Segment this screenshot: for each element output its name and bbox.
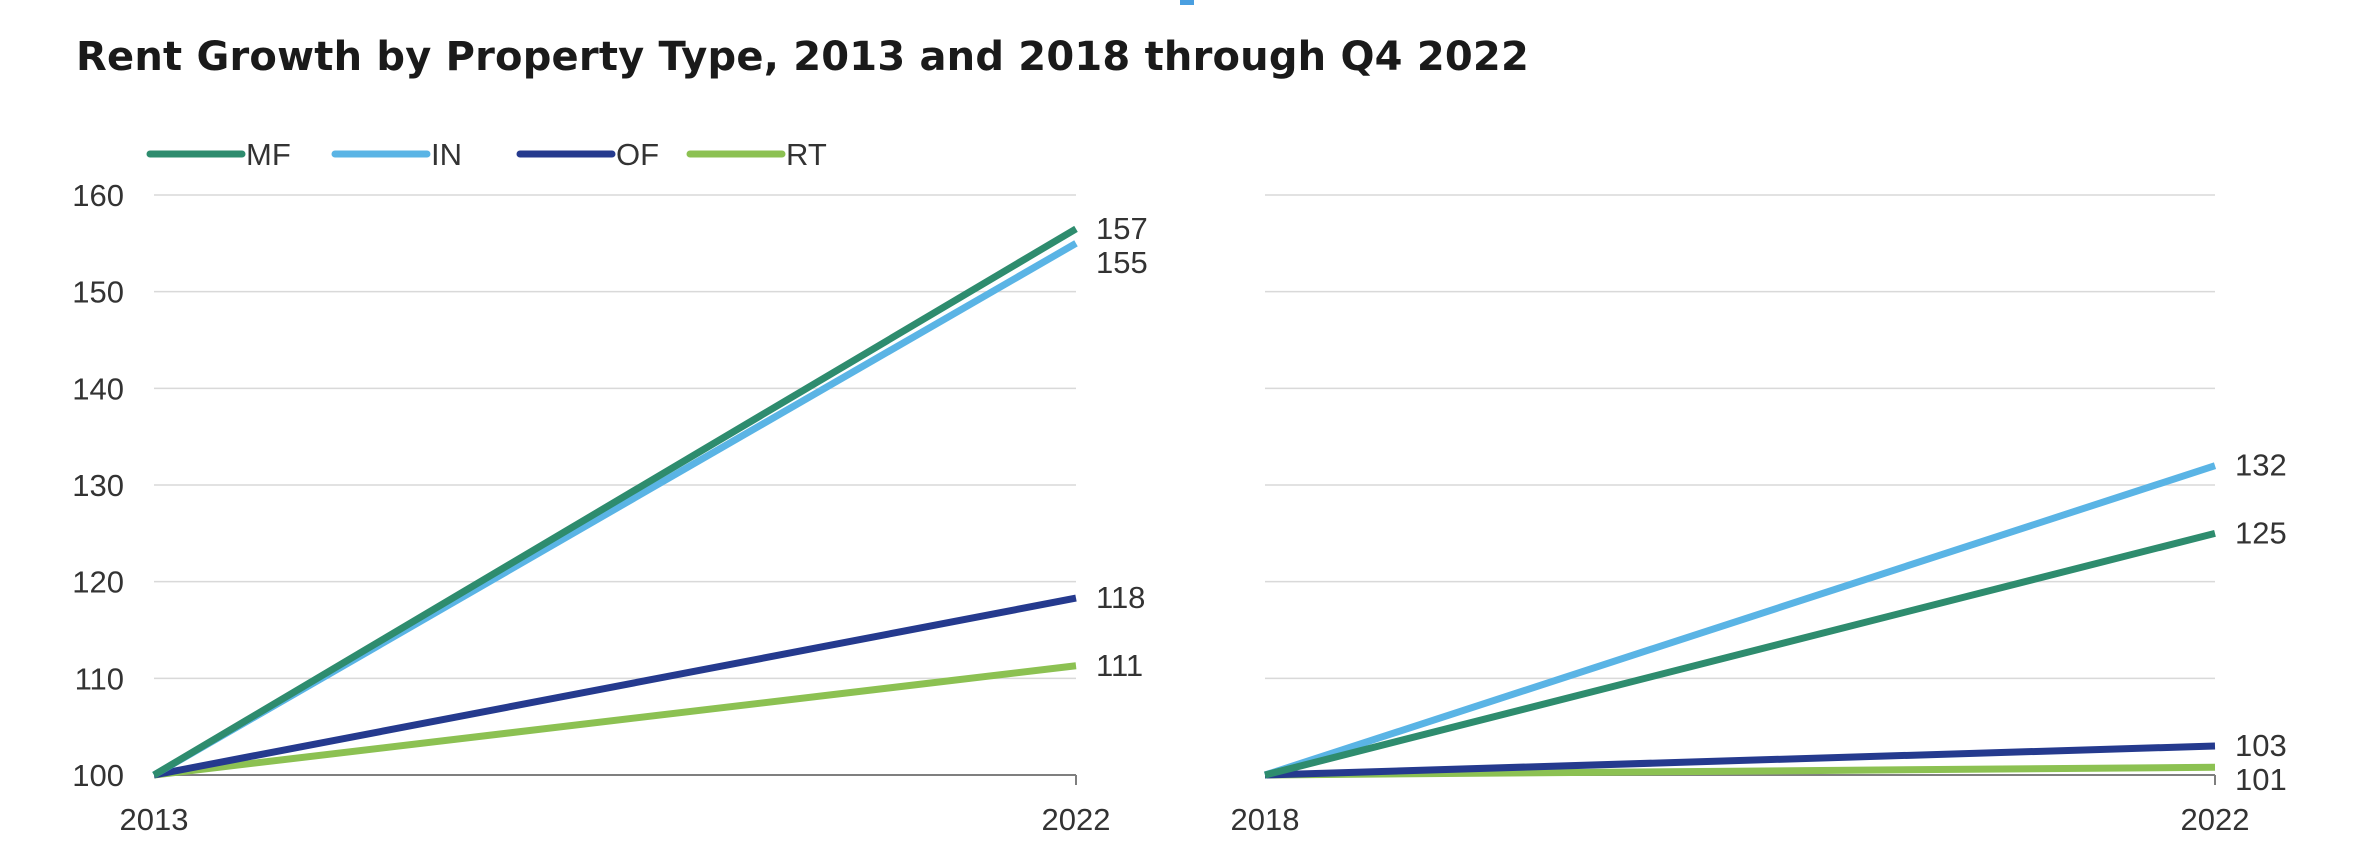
legend-label-rt: RT [786,137,827,172]
data-label-mf: 157 [1096,211,1148,246]
data-label-of: 103 [2235,728,2287,763]
series-line-of [153,594,1077,779]
series-line-rt [1264,763,2216,779]
y-tick-label: 110 [75,661,124,696]
x-tick-label: 2018 [1231,802,1300,837]
data-label-rt: 101 [2235,762,2287,797]
top-accent-bar [1180,0,1194,5]
y-tick-label: 130 [72,468,124,503]
y-tick-label: 150 [72,275,124,310]
data-label-of: 118 [1096,580,1145,615]
x-tick-label: 2013 [120,802,189,837]
y-tick-label: 100 [72,758,124,793]
series-line-in [1263,462,2217,779]
data-label-mf: 125 [2235,515,2287,550]
y-tick-label: 160 [72,178,124,213]
legend-label-mf: MF [246,137,291,172]
legend-label-in: IN [431,137,462,172]
data-label-rt: 111 [1096,648,1143,683]
series-line-rt [153,662,1077,779]
series-line-mf [1264,529,2216,779]
legend: MF IN OF RT [146,137,827,172]
y-tick-label: 120 [72,565,124,600]
data-label-in: 155 [1096,245,1148,280]
data-label-in: 132 [2235,448,2287,483]
legend-label-of: OF [616,137,659,172]
chart-title: Rent Growth by Property Type, 2013 and 2… [76,34,1529,80]
x-tick-label: 2022 [2181,802,2250,837]
x-tick-label: 2022 [1042,802,1111,837]
series-line-of [1264,742,2216,779]
y-tick-label: 140 [72,371,124,406]
series-line-mf [152,225,1078,779]
